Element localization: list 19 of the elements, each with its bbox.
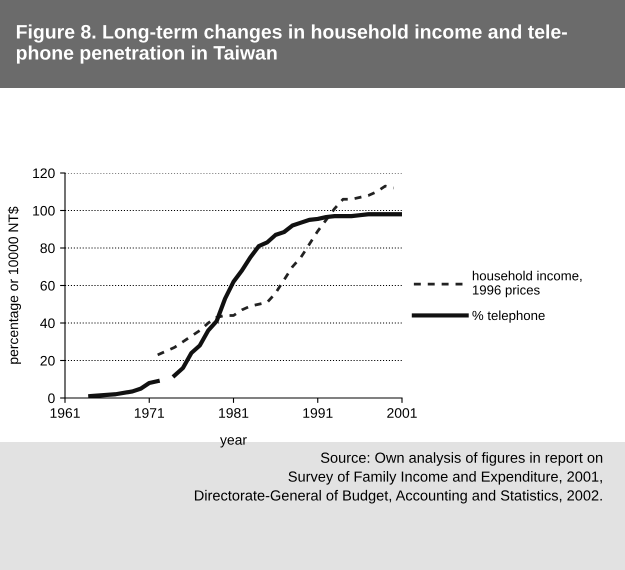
y-tick-label: 80 (40, 243, 55, 254)
x-tick-label: 1961 (50, 408, 80, 418)
y-tick-label: 60 (40, 280, 55, 291)
line-series (156, 184, 395, 356)
x-tick-label: 1991 (303, 408, 333, 418)
x-tick-label: 1971 (134, 408, 164, 418)
source-note: Source: Own analysis of figures in report on Survey of Family Income and Expenditure, 2001, Directorate-General of Budget, Accounting and Statistics, 2002. (194, 452, 602, 504)
legend-label: household income, 1996 prices (472, 270, 582, 298)
y-tick-label: 120 (33, 168, 55, 178)
x-axis-title: year (220, 437, 247, 448)
x-tick-label: 1981 (219, 408, 248, 418)
legend-label: % telephone (472, 310, 545, 323)
y-tick-label: 100 (33, 206, 55, 216)
y-tick-label: 20 (40, 356, 55, 366)
y-tick-label: 40 (40, 318, 55, 328)
chart-title: Figure 8. Long-term changes in household income and tele- phone penetration in Taiwan (16, 24, 567, 64)
x-tick-label: 2001 (387, 408, 417, 418)
y-axis-title: percentage or 10000 NT$ (8, 206, 21, 364)
y-tick-label: 0 (48, 393, 55, 404)
